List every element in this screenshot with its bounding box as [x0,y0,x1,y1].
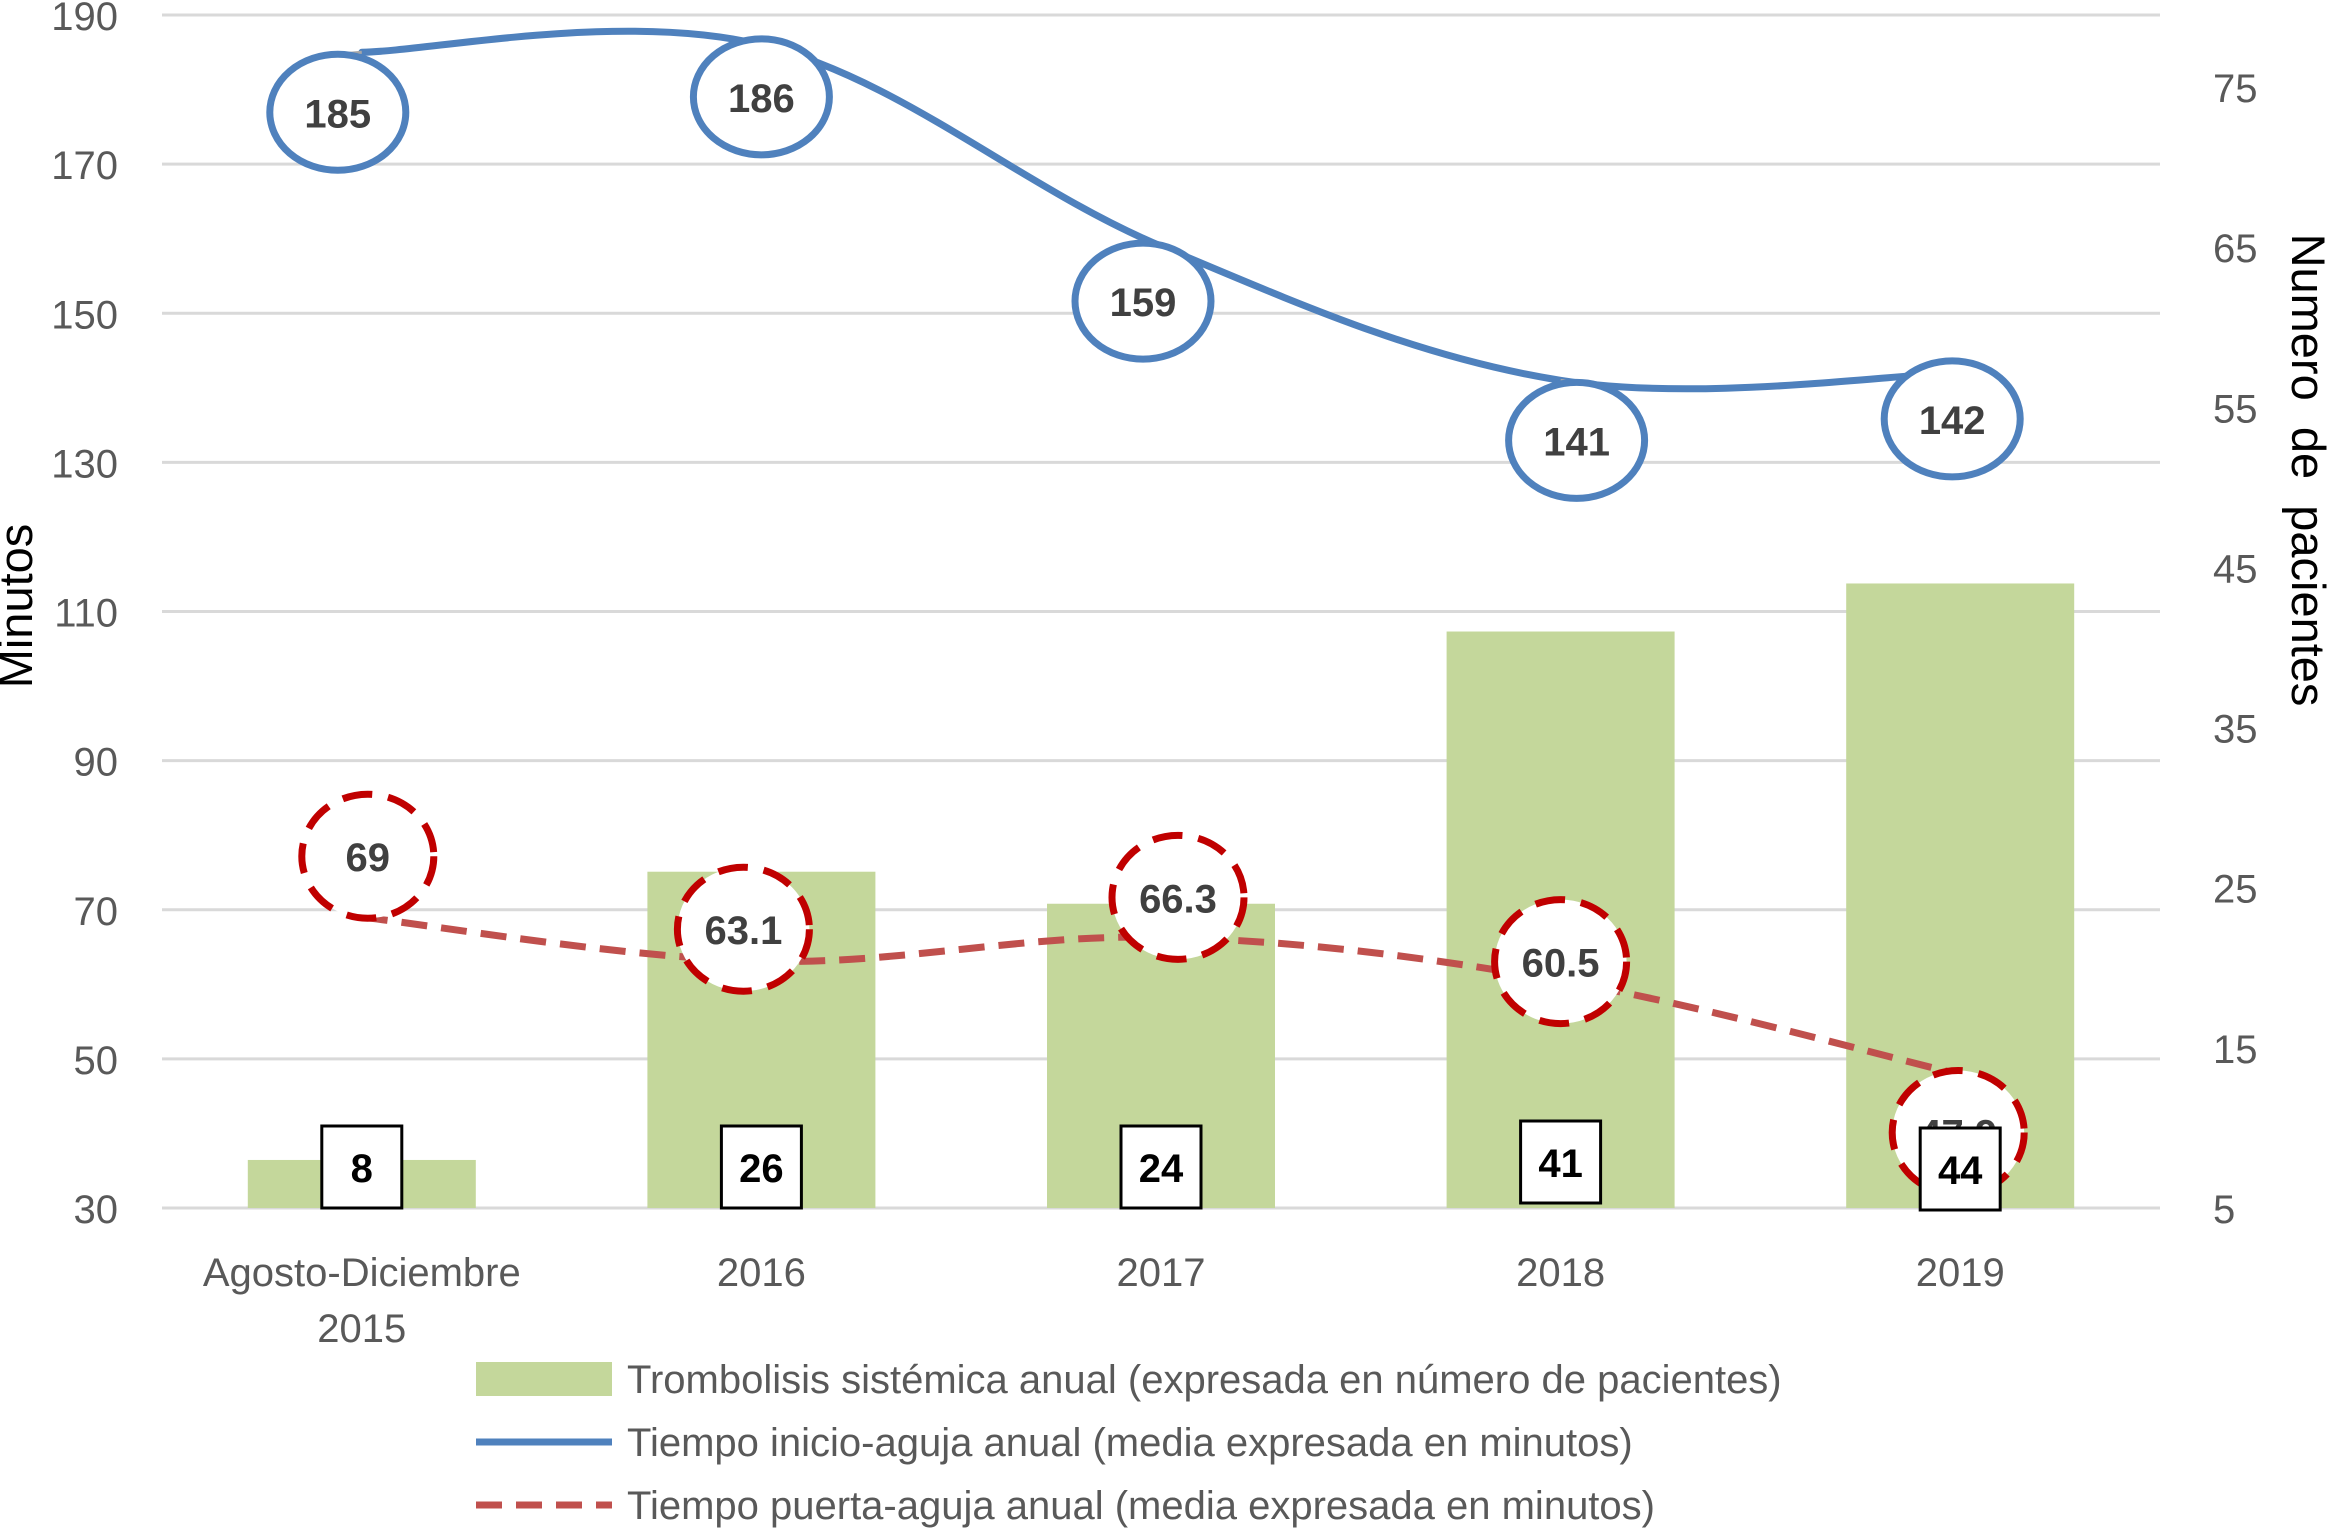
x-tick-label: 2016 [717,1251,806,1295]
x-tick-label: 2019 [1916,1251,2005,1295]
bar-label-box [1519,1119,1603,1205]
y-axis-right-title: Numero de pacientes [2282,234,2333,707]
bar-label: 41 [1538,1142,1583,1186]
data-label-ring [689,35,833,159]
y-axis-left-title: Minutos [0,524,42,689]
data-label-ring [1491,896,1631,1028]
x-tick-label: 2017 [1117,1251,1206,1295]
legend-label: Tiempo puerta-aguja anual (media expresa… [627,1484,1655,1528]
data-label: 60.5 [1522,942,1600,986]
y-left-tick-label: 190 [51,0,118,39]
data-labels: 1851861591411426963.166.360.547.98262441… [266,35,2028,1212]
legend-label: Trombolisis sistémica anual (expresada e… [627,1358,1782,1402]
data-label-ring [1071,239,1215,363]
y-right-tick-label: 65 [2213,227,2258,271]
y-right-tick-label: 75 [2213,67,2258,111]
data-label: 142 [1919,399,1986,443]
legend: Trombolisis sistémica anual (expresada e… [476,1358,1782,1528]
y-right-tick-label: 5 [2213,1188,2235,1232]
y-left-tick-label: 150 [51,293,118,337]
x-tick-label: 2015 [317,1307,406,1351]
data-label-ring [298,790,438,922]
y-right-tick-label: 25 [2213,868,2258,912]
bar-label: 26 [739,1147,784,1191]
data-label-ring [673,863,813,995]
y-left-tick-label: 50 [74,1039,119,1083]
x-tick-label: Agosto-Diciembre [203,1251,521,1295]
axes: Minutos Numero de pacientes 30 50 70 90 110 1… [0,0,2333,1351]
y-left-tick-label: 130 [51,442,118,486]
y-left-tick-label: 70 [74,890,119,934]
legend-swatch-bar [476,1362,612,1396]
y-left-tick-label: 170 [51,144,118,188]
y-right-tick-label: 45 [2213,547,2258,591]
data-label-ring [266,50,410,174]
data-label: 159 [1110,281,1177,325]
bar-label-box [1918,1126,2002,1212]
y-right-tick-label: 15 [2213,1028,2258,1072]
y-left-tick-label: 90 [74,741,119,785]
data-label: 69 [346,836,391,880]
bar-label-box [1119,1124,1203,1210]
data-label: 185 [304,92,371,136]
bar-label: 8 [351,1147,373,1191]
data-label: 63.1 [704,909,782,953]
data-label-ring [1108,831,1248,963]
y-left-tick-label: 110 [54,592,118,636]
bar-label-box [320,1124,404,1210]
data-label-ring [1880,357,2024,481]
x-tick-label: 2018 [1516,1251,1605,1295]
data-label: 141 [1543,420,1610,464]
y-left-tick-label: 30 [74,1188,119,1232]
gridlines [162,13,2160,1210]
bar-label: 44 [1938,1149,1983,1193]
y-right-tick-label: 55 [2213,387,2258,431]
data-label: 186 [728,77,795,121]
data-label-ring [1505,378,1649,502]
bar-label-box [719,1124,803,1210]
data-label: 66.3 [1139,877,1217,921]
legend-label: Tiempo inicio-aguja anual (media expresa… [627,1421,1633,1465]
bar-label: 24 [1139,1147,1184,1191]
y-right-tick-label: 35 [2213,708,2258,752]
